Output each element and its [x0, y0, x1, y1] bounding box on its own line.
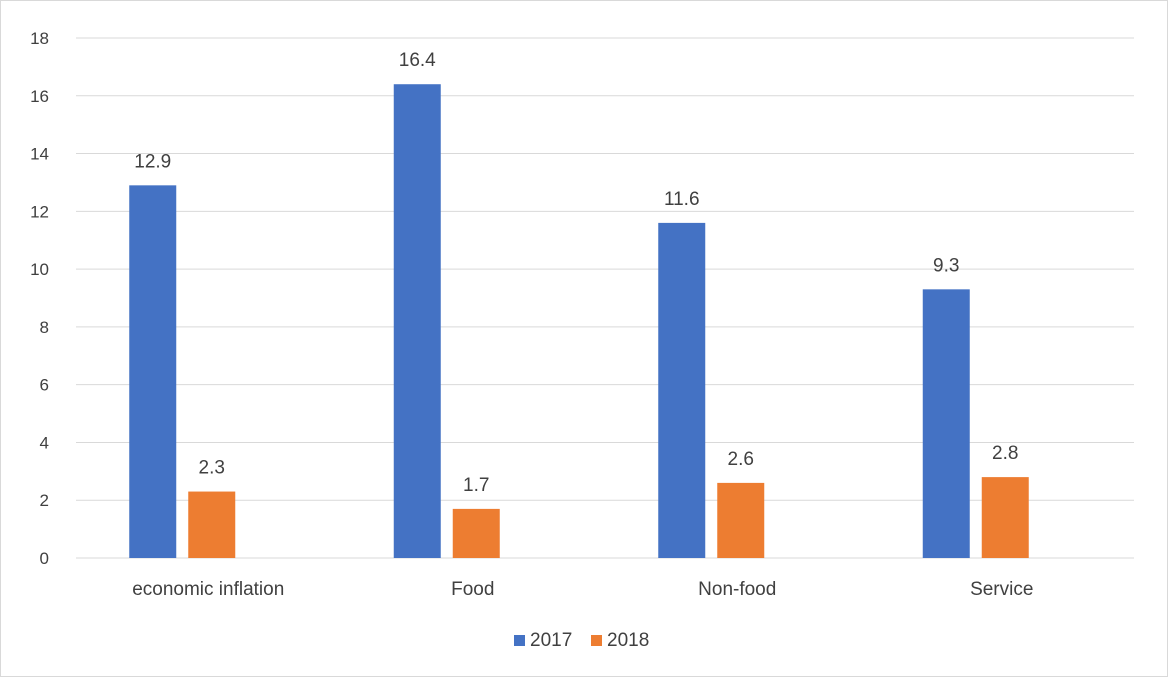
- bars: [129, 84, 1029, 559]
- y-tick-label: 12: [30, 202, 49, 221]
- bar-2017-2: [658, 222, 706, 558]
- data-label: 12.9: [134, 151, 171, 172]
- legend-label: 2017: [530, 630, 572, 651]
- y-tick-label: 16: [30, 87, 49, 106]
- bar-2018-3: [981, 477, 1029, 558]
- bar-2017-1: [393, 84, 441, 558]
- y-tick-label: 0: [40, 549, 49, 568]
- x-category-label: Service: [970, 579, 1033, 600]
- x-category-label: economic inflation: [132, 579, 284, 600]
- x-axis-categories: economic inflation Food Non-food Service: [132, 579, 1033, 600]
- bar-2018-1: [452, 508, 500, 558]
- legend-swatch-2017: [514, 635, 525, 646]
- gridlines: [76, 37, 1134, 559]
- data-label: 1.7: [463, 475, 489, 496]
- legend-swatch-2018: [591, 635, 602, 646]
- y-tick-label: 2: [40, 491, 49, 510]
- data-label: 11.6: [664, 189, 700, 210]
- data-label: 16.4: [399, 50, 436, 71]
- x-category-label: Non-food: [698, 579, 776, 600]
- y-tick-label: 4: [40, 433, 49, 452]
- y-tick-label: 18: [30, 29, 49, 48]
- bar-2017-0: [129, 185, 177, 559]
- data-label: 2.8: [992, 443, 1018, 464]
- y-tick-label: 6: [40, 376, 49, 395]
- data-label: 9.3: [933, 255, 959, 276]
- legend-label: 2018: [607, 630, 649, 651]
- data-label: 2.6: [728, 449, 754, 470]
- y-axis-ticks: 0 2 4 6 8 10 12 14 16 18: [30, 29, 49, 568]
- x-category-label: Food: [451, 579, 494, 600]
- bar-2018-2: [717, 482, 765, 558]
- data-labels: 12.9 2.3 16.4 1.7 11.6 2.6 9.3 2.8: [134, 50, 1018, 496]
- bar-2017-3: [922, 289, 970, 558]
- y-tick-label: 10: [30, 260, 49, 279]
- data-label: 2.3: [199, 458, 225, 479]
- legend: 2017 2018: [514, 630, 649, 651]
- bar-2018-0: [188, 491, 236, 558]
- y-tick-label: 8: [40, 318, 49, 337]
- y-tick-label: 14: [30, 145, 49, 164]
